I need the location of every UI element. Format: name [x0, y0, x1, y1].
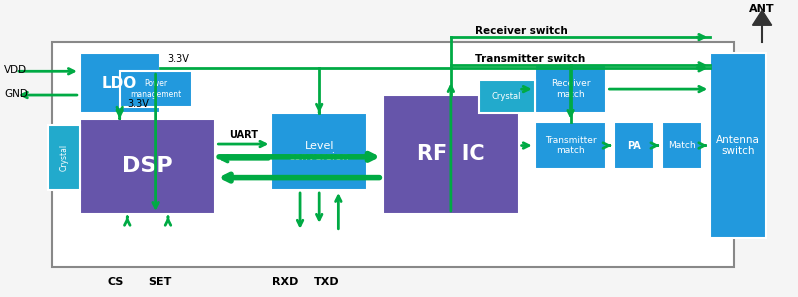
FancyBboxPatch shape: [535, 122, 606, 169]
Text: UART: UART: [229, 130, 258, 140]
Text: 3.3V: 3.3V: [168, 54, 189, 64]
FancyBboxPatch shape: [271, 113, 367, 190]
Text: DSP: DSP: [122, 156, 173, 176]
FancyBboxPatch shape: [383, 95, 519, 214]
Text: Transmitter switch: Transmitter switch: [475, 54, 585, 64]
Text: TXD: TXD: [314, 277, 340, 287]
Text: RXD: RXD: [272, 277, 299, 287]
FancyBboxPatch shape: [80, 119, 215, 214]
Text: VDD: VDD: [4, 65, 27, 75]
Text: Receiver
match: Receiver match: [551, 79, 591, 99]
Text: Level
conversion: Level conversion: [289, 141, 350, 162]
FancyBboxPatch shape: [710, 53, 766, 238]
Text: Power
management: Power management: [130, 79, 181, 99]
Text: 3.3V: 3.3V: [128, 99, 149, 109]
Text: Crystal: Crystal: [59, 144, 69, 171]
FancyBboxPatch shape: [48, 125, 80, 190]
FancyBboxPatch shape: [52, 42, 734, 267]
Text: Antenna
switch: Antenna switch: [717, 135, 760, 156]
Text: SET: SET: [148, 277, 172, 287]
Text: Crystal: Crystal: [492, 92, 521, 101]
FancyBboxPatch shape: [535, 65, 606, 113]
Text: Match: Match: [669, 141, 696, 150]
Polygon shape: [753, 10, 772, 25]
FancyBboxPatch shape: [80, 53, 160, 113]
Text: RF  IC: RF IC: [417, 144, 484, 165]
Text: GND: GND: [4, 89, 28, 99]
Text: ANT: ANT: [749, 4, 775, 15]
Text: PA: PA: [627, 140, 642, 151]
FancyBboxPatch shape: [662, 122, 702, 169]
Text: Receiver switch: Receiver switch: [475, 26, 567, 36]
FancyBboxPatch shape: [479, 80, 535, 113]
FancyBboxPatch shape: [120, 71, 192, 107]
Text: Transmitter
match: Transmitter match: [545, 136, 596, 155]
Text: LDO: LDO: [102, 76, 137, 91]
Text: CS: CS: [108, 277, 124, 287]
FancyBboxPatch shape: [614, 122, 654, 169]
